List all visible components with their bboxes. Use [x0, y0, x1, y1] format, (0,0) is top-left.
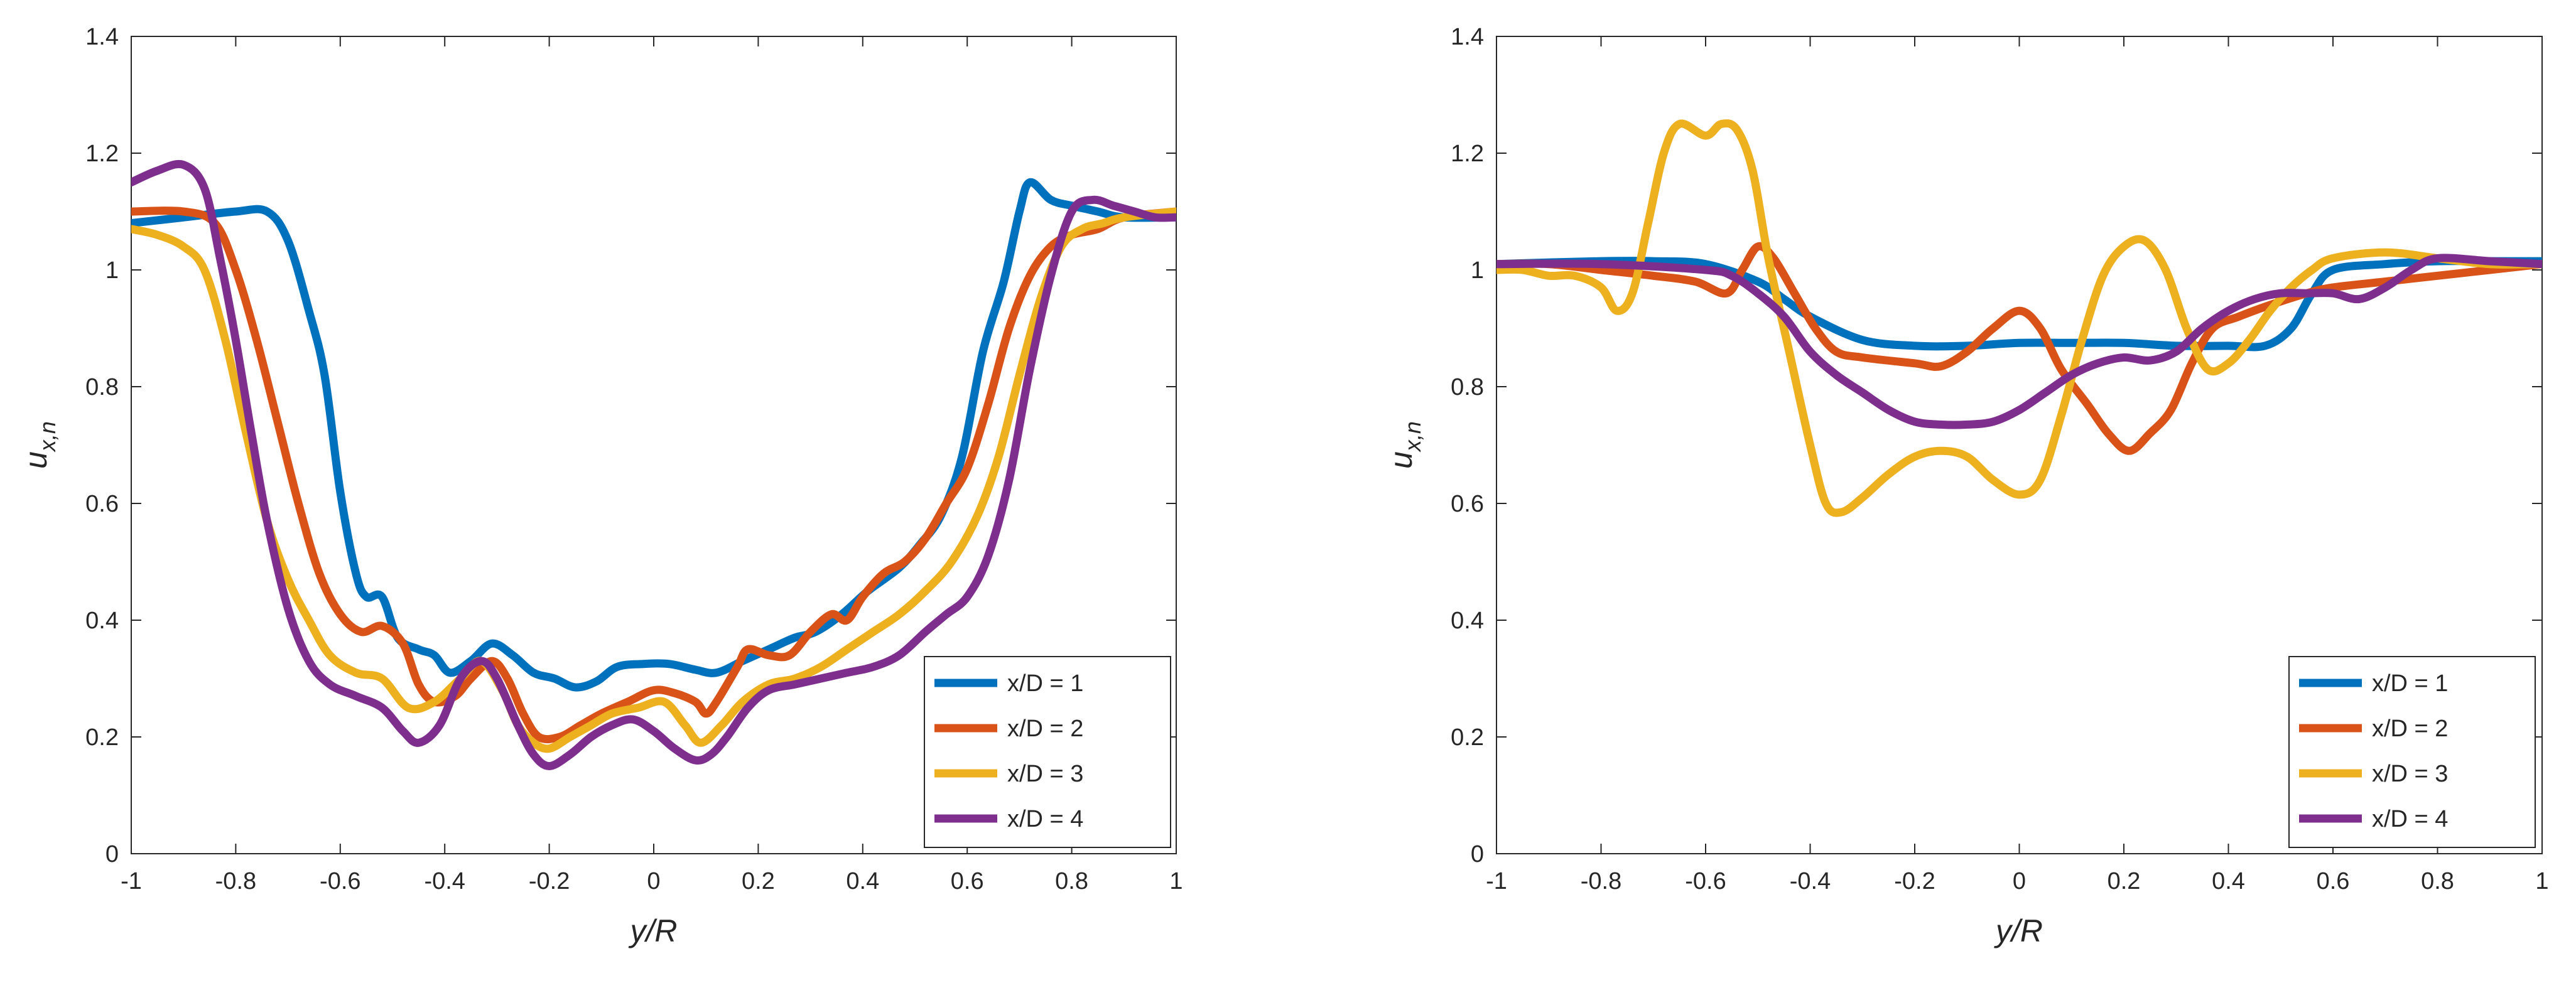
legend: x/D = 1 x/D = 2 x/D = 3 x/D = 4: [924, 656, 1171, 848]
y-tick-label: 1.2: [1451, 141, 1484, 167]
x-axis-label: y/R: [1994, 913, 2043, 948]
y-axis-label: ux,n: [1383, 421, 1426, 469]
y-tick-label: 1.4: [1451, 24, 1484, 50]
y-axis-label-subscript: x,n: [35, 421, 60, 453]
x-tick-label: -0.2: [1894, 868, 1935, 894]
y-tick-label: 1: [106, 257, 119, 284]
series-group: [131, 159, 1176, 770]
right-chart-panel: -1 -0.8 -0.6 -0.4 -0.2 0 0.2 0.4 0.6 0.8 1 0 0.2 0.4 0…: [1383, 24, 2549, 948]
x-tick-label: 0.4: [2212, 868, 2245, 894]
x-tick-label: 0.2: [742, 868, 775, 894]
legend-label-xd-4: x/D = 4: [1007, 806, 1083, 832]
y-axis-label-subscript: x,n: [1400, 421, 1426, 453]
x-tick-label: -1: [121, 868, 142, 894]
y-tick-label: 1.4: [85, 24, 119, 50]
legend-label-xd-2: x/D = 2: [1007, 716, 1083, 742]
x-tick-label: 1: [2535, 868, 2548, 894]
legend-label-xd-1: x/D = 1: [2372, 670, 2448, 697]
x-tick-label: 0.4: [846, 868, 879, 894]
y-tick-label: 0.2: [1451, 724, 1484, 751]
x-tick-label: 0.6: [951, 868, 984, 894]
legend-box: [924, 656, 1171, 848]
y-tick-label: 1.2: [85, 141, 119, 167]
series-line-xd-2: [131, 207, 1176, 744]
legend-label-xd-2: x/D = 2: [2372, 716, 2448, 742]
x-tick-label: 0.8: [2421, 868, 2454, 894]
x-tick-label: 0.2: [2108, 868, 2141, 894]
x-tick-label: -0.4: [1790, 868, 1831, 894]
legend-label-xd-3: x/D = 3: [2372, 761, 2448, 787]
x-tick-label: -0.6: [320, 868, 360, 894]
y-tick-label: 0.6: [1451, 491, 1484, 517]
y-tick-label: 0.8: [85, 374, 119, 400]
y-tick-label: 0.6: [85, 491, 119, 517]
legend-label-xd-3: x/D = 3: [1007, 761, 1083, 787]
y-tick-label: 1: [1471, 257, 1484, 284]
left-chart-panel: -1 -0.8 -0.6 -0.4 -0.2 0 0.2 0.4 0.6 0.8 1 0 0.2 0.4 0…: [18, 24, 1183, 948]
legend: x/D = 1 x/D = 2 x/D = 3 x/D = 4: [2288, 656, 2536, 848]
y-tick-label: 0.8: [1451, 374, 1484, 400]
y-tick-label: 0.2: [85, 724, 119, 751]
y-tick-label: 0: [106, 841, 119, 868]
x-tick-label: -0.8: [215, 868, 256, 894]
legend-label-xd-4: x/D = 4: [2372, 806, 2448, 832]
legend-label-xd-1: x/D = 1: [1007, 670, 1083, 697]
x-tick-label: 0: [2013, 868, 2026, 894]
series-line-xd-3: [1496, 119, 2542, 517]
y-axis-label: ux,n: [18, 421, 60, 469]
x-tick-label: -0.2: [529, 868, 570, 894]
y-axis-label-main: u: [18, 451, 53, 469]
y-tick-label: 0.4: [85, 608, 119, 634]
x-tick-label: -0.6: [1685, 868, 1726, 894]
x-tick-label: 0: [647, 868, 660, 894]
x-axis-label: y/R: [629, 913, 678, 948]
series-group: [1496, 119, 2542, 517]
x-tick-label: 0.8: [1055, 868, 1088, 894]
series-line-xd-2: [1496, 242, 2542, 455]
x-tick-label: 0.6: [2317, 868, 2350, 894]
y-axis-label-main: u: [1383, 451, 1419, 469]
series-line-xd-3: [131, 207, 1176, 753]
x-tick-label: -0.4: [424, 868, 465, 894]
y-tick-label: 0.4: [1451, 608, 1484, 634]
series-line-xd-4: [131, 159, 1176, 770]
x-tick-label: -0.8: [1581, 868, 1621, 894]
x-tick-label: 1: [1169, 868, 1182, 894]
y-tick-label: 0: [1471, 841, 1484, 868]
x-tick-label: -1: [1486, 868, 1507, 894]
series-line-xd-4: [1496, 254, 2542, 429]
series-line-xd-1: [131, 178, 1176, 692]
